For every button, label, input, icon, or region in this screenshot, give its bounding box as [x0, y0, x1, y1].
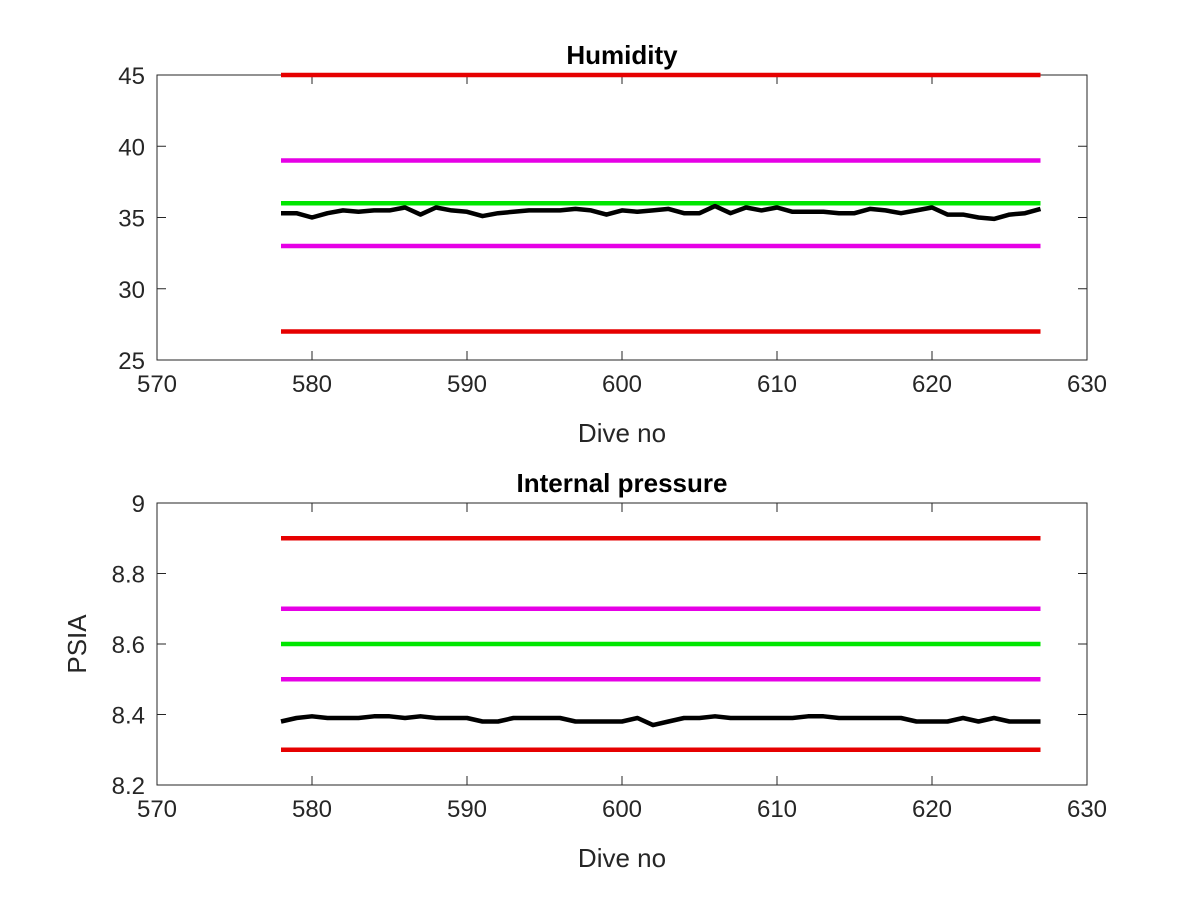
x-tick-label: 620 — [912, 796, 952, 823]
x-tick-label: 580 — [292, 796, 332, 823]
x-axis-label: Dive no — [578, 418, 666, 448]
measured-series-line — [280, 714, 1041, 728]
axes-box — [156, 74, 1088, 361]
x-tick-label: 610 — [757, 796, 797, 823]
y-tick-label: 35 — [118, 206, 145, 233]
x-tick-label: 620 — [912, 371, 952, 398]
measured-series-line — [281, 203, 1042, 222]
x-tick-label: 570 — [137, 796, 177, 823]
internal-pressure-plot: 570 580 590 600 610 620 630 8.2 8.4 8.6 8.8 9 Intern… — [62, 468, 1107, 873]
x-tick-label: 590 — [447, 371, 487, 398]
x-tick-label: 590 — [447, 796, 487, 823]
x-tick-label: 580 — [292, 371, 332, 398]
x-tick-label: 630 — [1067, 796, 1107, 823]
x-tick-label: 570 — [137, 371, 177, 398]
y-tick-label: 8.4 — [112, 703, 145, 730]
x-tick-label: 600 — [602, 796, 642, 823]
y-tick-label: 8.6 — [112, 632, 145, 659]
x-tick-label: 600 — [602, 371, 642, 398]
y-axis-label: PSIA — [62, 614, 92, 674]
y-tick-label: 30 — [118, 277, 145, 304]
y-tick-label: 8.8 — [112, 562, 145, 589]
x-tick-label: 630 — [1067, 371, 1107, 398]
chart-title: Humidity — [566, 40, 678, 70]
chart-title: Internal pressure — [517, 468, 728, 498]
y-tick-label: 25 — [118, 348, 145, 375]
y-tick-label: 40 — [118, 134, 145, 161]
y-tick-label: 8.2 — [112, 773, 145, 800]
humidity-plot: 570 580 590 600 610 620 630 25 30 35 40 45 Humidity D… — [118, 40, 1107, 448]
x-axis-label: Dive no — [578, 843, 666, 873]
y-tick-label: 9 — [132, 491, 145, 518]
y-tick-label: 45 — [118, 63, 145, 90]
x-tick-label: 610 — [757, 371, 797, 398]
